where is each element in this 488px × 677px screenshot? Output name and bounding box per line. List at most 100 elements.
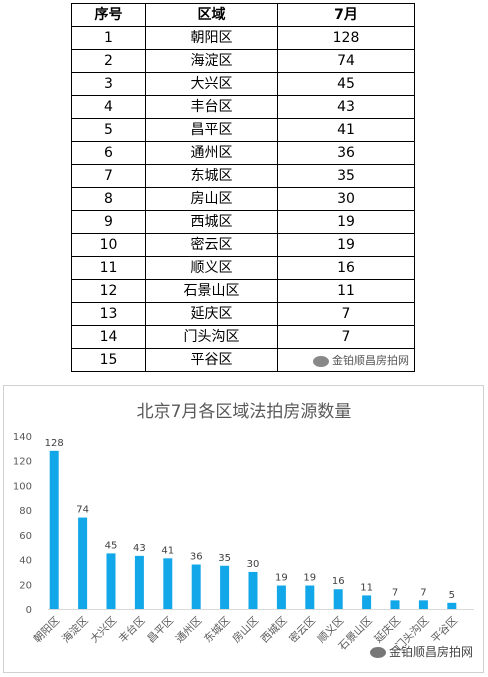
bar (276, 585, 286, 609)
y-tick-label: 20 (19, 580, 32, 591)
table-row: 8 房山区 30 (71, 187, 415, 211)
district-table: 序号 区域 7月 1 朝阳区 128 2 海淀区 74 3 大兴区 45 4 丰台区 43 5 昌平区 41… (71, 3, 415, 372)
y-tick-label: 40 (19, 556, 32, 567)
data-label: 7 (420, 587, 426, 598)
data-label: 5 (449, 590, 455, 601)
x-tick-label: 丰台区 (116, 614, 147, 645)
row-index: 15 (71, 348, 146, 372)
watermark-bottom: 金铂顺昌房拍网 (370, 643, 473, 660)
x-tick-label: 朝阳区 (32, 615, 63, 646)
row-value: 19 (277, 210, 415, 234)
bar (418, 600, 428, 609)
row-district: 延庆区 (145, 302, 278, 326)
row-value: 35 (277, 164, 415, 188)
row-value: 30 (277, 187, 415, 211)
data-label: 11 (360, 582, 373, 593)
row-index: 4 (71, 95, 146, 119)
row-index: 2 (71, 49, 146, 73)
x-tick-label: 东城区 (201, 614, 232, 645)
wechat-icon (370, 647, 386, 658)
row-index: 1 (71, 26, 146, 50)
table-row: 6 通州区 36 (71, 141, 415, 165)
table-row: 1 朝阳区 128 (71, 26, 415, 50)
table-row: 5 昌平区 41 (71, 118, 415, 142)
chart-title: 北京7月各区域法拍房源数量 (137, 402, 352, 422)
table-row: 12 石景山区 11 (71, 279, 415, 303)
data-label: 7 (392, 587, 398, 598)
table-row: 14 门头沟区 7 (71, 325, 415, 349)
x-tick-label: 房山区 (230, 614, 261, 645)
x-tick-label: 大兴区 (88, 614, 119, 645)
bar (78, 517, 88, 609)
table-row: 11 顺义区 16 (71, 256, 415, 280)
y-tick-label: 100 (13, 481, 32, 492)
data-label: 19 (303, 573, 316, 584)
row-district: 通州区 (145, 141, 278, 165)
row-index: 10 (71, 233, 146, 257)
data-label: 45 (105, 540, 118, 551)
table-row: 15 平谷区 (71, 348, 415, 372)
data-label: 16 (332, 576, 345, 587)
row-value: 74 (277, 49, 415, 73)
data-label: 19 (275, 573, 288, 584)
row-district: 西城区 (145, 210, 278, 234)
bar (333, 589, 343, 609)
row-index: 14 (71, 325, 146, 349)
data-label: 41 (161, 545, 174, 556)
data-label: 35 (218, 553, 231, 564)
bar (390, 600, 400, 609)
row-index: 7 (71, 164, 146, 188)
x-tick-label: 通州区 (174, 615, 205, 646)
row-index: 13 (71, 302, 146, 326)
bar (220, 565, 230, 609)
x-tick-label: 西城区 (259, 615, 290, 646)
row-district: 昌平区 (145, 118, 278, 142)
wechat-icon (313, 355, 329, 367)
data-label: 36 (190, 552, 203, 563)
table-row: 4 丰台区 43 (71, 95, 415, 119)
data-label: 74 (76, 505, 89, 516)
data-label: 30 (247, 559, 260, 570)
row-value (277, 348, 415, 372)
x-tick-label: 平谷区 (429, 615, 460, 646)
row-index: 3 (71, 72, 146, 96)
row-value: 16 (277, 256, 415, 280)
chart-svg: 北京7月各区域法拍房源数量 0 20 40 60 80 100 120 140 128 朝阳区 74 海… (13, 402, 474, 653)
table-row: 10 密云区 19 (71, 233, 415, 257)
row-district: 丰台区 (145, 95, 278, 119)
watermark-text: 金铂顺昌房拍网 (389, 645, 474, 659)
table-header-row: 序号 区域 7月 (71, 3, 415, 27)
data-label: 43 (133, 543, 146, 554)
data-label: 128 (45, 438, 64, 449)
row-district: 海淀区 (145, 49, 278, 73)
row-index: 12 (71, 279, 146, 303)
bar (305, 585, 315, 609)
row-value: 7 (277, 325, 415, 349)
row-index: 11 (71, 256, 146, 280)
y-tick-label: 80 (19, 506, 32, 517)
y-tick-label: 60 (19, 531, 32, 542)
bar (134, 555, 144, 609)
bar-chart: 北京7月各区域法拍房源数量 0 20 40 60 80 100 120 140 128 朝阳区 74 海… (3, 385, 484, 673)
row-index: 6 (71, 141, 146, 165)
x-tick-label: 密云区 (286, 614, 317, 645)
bar (362, 595, 372, 609)
row-index: 9 (71, 210, 146, 234)
row-index: 5 (71, 118, 146, 142)
x-tick-label: 昌平区 (145, 615, 176, 646)
y-tick-label: 120 (13, 457, 32, 468)
header-july: 7月 (277, 3, 415, 27)
table-row: 7 东城区 35 (71, 164, 415, 188)
row-district: 房山区 (145, 187, 278, 211)
row-value: 11 (277, 279, 415, 303)
row-district: 东城区 (145, 164, 278, 188)
header-index: 序号 (71, 3, 146, 27)
row-value: 36 (277, 141, 415, 165)
bar (191, 564, 201, 609)
bar (49, 450, 59, 609)
row-district: 大兴区 (145, 72, 278, 96)
row-value: 19 (277, 233, 415, 257)
row-district: 门头沟区 (145, 325, 278, 349)
row-value: 43 (277, 95, 415, 119)
y-tick-label: 0 (26, 605, 32, 616)
